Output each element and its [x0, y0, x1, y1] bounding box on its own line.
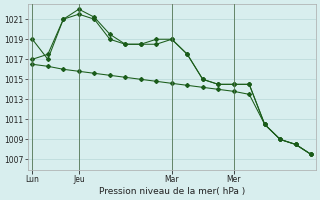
X-axis label: Pression niveau de la mer( hPa ): Pression niveau de la mer( hPa ) — [99, 187, 245, 196]
